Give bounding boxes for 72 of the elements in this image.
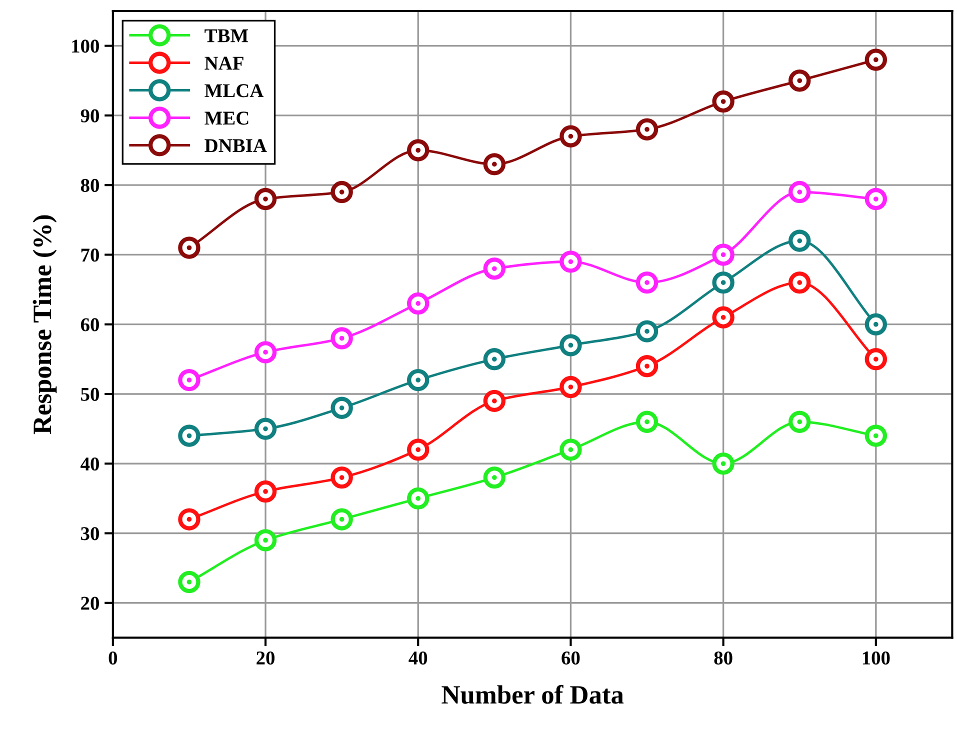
x-tick-label: 80 [714,651,732,665]
y-axis-title: Response Time (%) [32,215,57,434]
legend-label: TBM [204,29,248,42]
point [483,153,506,176]
x-axis-title: Number of Data [442,684,624,704]
point [788,230,811,252]
x-tick-label: 20 [256,651,275,665]
point [788,410,811,433]
y-tick-label: 70 [81,248,99,262]
point [636,118,658,140]
point [788,70,811,92]
point [330,396,353,420]
point [712,306,734,328]
point [483,348,506,370]
point [712,90,734,113]
point [330,508,353,530]
point [560,376,582,398]
y-tick-label: 80 [80,178,99,192]
point [330,327,353,350]
point [636,410,658,433]
x-tick-label: 100 [862,651,890,665]
point [407,139,430,162]
x-tick-label: 0 [108,651,118,665]
point [788,271,811,294]
point [864,424,888,447]
point [254,188,277,210]
point [407,438,430,461]
point [254,341,277,364]
point [636,271,658,294]
point [178,570,200,594]
legend-label: MEC [204,112,248,125]
point [178,424,200,447]
point [864,188,888,210]
x-tick-label: 40 [408,651,428,665]
legend-label: MLCA [204,84,264,98]
point [407,292,430,315]
point [483,258,506,280]
point [864,48,888,71]
point [864,313,888,336]
point [407,487,430,510]
y-tick-label: 60 [80,318,99,332]
point [788,180,811,204]
point [178,236,200,259]
point [712,244,734,266]
point [483,390,506,412]
point [254,529,277,552]
point [178,508,200,530]
point [560,250,582,273]
y-tick-label: 20 [81,596,99,610]
legend-label: DNBIA [204,139,267,152]
point [483,466,506,489]
y-tick-label: 100 [72,40,99,53]
point [712,271,734,294]
x-tick-label: 60 [562,651,580,665]
point [330,466,353,489]
y-tick-label: 40 [80,457,99,471]
point [254,480,277,503]
legend-label: NAF [204,56,244,70]
y-tick-label: 90 [80,109,99,122]
point [560,438,582,461]
point [407,368,430,392]
point [864,348,888,370]
y-tick-label: 30 [81,527,99,540]
point [178,368,200,392]
point [712,452,734,475]
y-tick-label: 50 [81,388,99,401]
point [560,125,582,148]
point [560,334,582,356]
point [636,320,658,342]
point [636,355,658,378]
point [254,418,277,440]
point [330,180,353,204]
